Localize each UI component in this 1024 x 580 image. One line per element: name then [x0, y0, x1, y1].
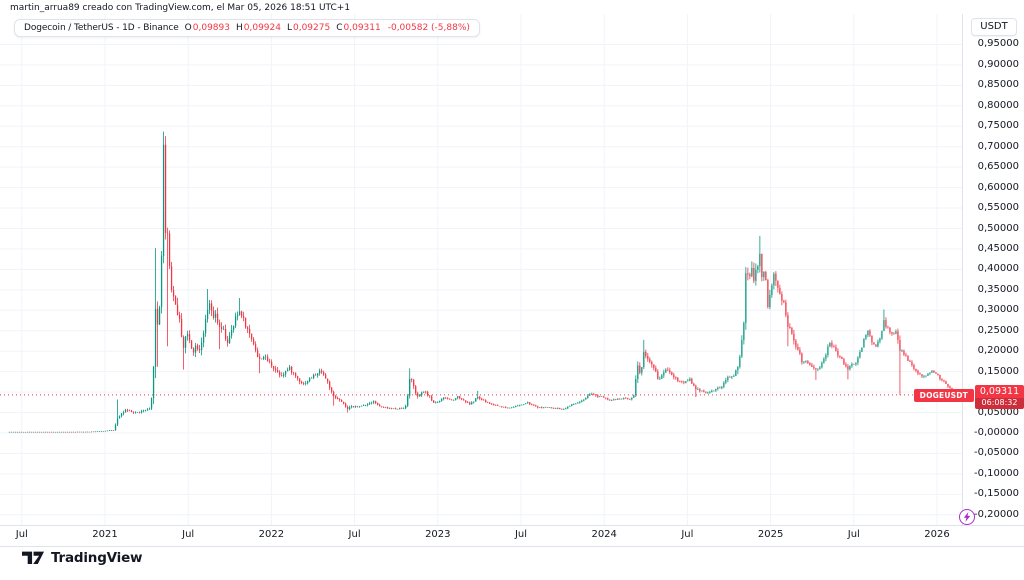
bar-countdown: 06:08:32 — [975, 398, 1024, 409]
down-candle-wicks — [13, 136, 955, 433]
x-tick-month-label: Jul — [15, 529, 28, 540]
x-tick-year-label: 2026 — [924, 529, 950, 540]
y-tick-label: 0,70000 — [977, 140, 1019, 152]
low-value: L0,09275 — [286, 23, 331, 33]
price-axis[interactable]: USDT 0,95000 0,90000 0,85000 0,80000 0,75000… — [962, 14, 1024, 525]
high-value: H0,09924 — [235, 23, 281, 33]
lightning-icon — [963, 512, 971, 522]
y-tick-label: 0,05000 — [977, 406, 1019, 418]
y-tick-label: 0,30000 — [977, 304, 1019, 316]
x-tick-month-label: Jul — [182, 529, 195, 540]
y-tick-label: -0,20000 — [974, 508, 1019, 520]
y-tick-label: 0,80000 — [977, 99, 1019, 111]
x-tick-year-label: 2022 — [258, 529, 285, 540]
tradingview-logo[interactable]: TradingView — [22, 550, 143, 566]
symbol-legend[interactable]: Dogecoin / TetherUS - 1D - Binance O0,09… — [14, 19, 480, 37]
x-tick-month-label: Jul — [514, 529, 528, 540]
y-tick-label: 0,55000 — [977, 202, 1019, 214]
y-tick-label: 0,75000 — [977, 120, 1019, 132]
y-tick-label: 0,50000 — [977, 222, 1019, 234]
attribution-text: martin_arrua89 creado con TradingView.co… — [10, 3, 351, 13]
x-tick-month-label: Jul — [847, 529, 860, 540]
y-tick-label: 0,45000 — [977, 242, 1019, 254]
tradingview-brand-text: TradingView — [51, 550, 143, 566]
y-tick-label: 0,95000 — [977, 38, 1019, 50]
x-tick-year-label: 2025 — [757, 529, 784, 540]
change-value: -0,00582 (-5,88%) — [387, 23, 470, 33]
y-tick-label: -0,15000 — [974, 488, 1019, 500]
y-tick-label: 0,65000 — [977, 161, 1019, 173]
y-tick-label: 0,35000 — [977, 283, 1019, 295]
grid-lines — [0, 14, 962, 525]
symbol-price-tag: DOGEUSDT — [913, 389, 974, 402]
y-tick-label: 0,85000 — [977, 79, 1019, 91]
y-tick-label: -0,10000 — [974, 467, 1019, 479]
tradingview-mark-icon — [22, 551, 44, 565]
x-tick-month-label: Jul — [681, 529, 694, 540]
last-price-value: 0,09311 — [979, 386, 1020, 397]
y-tick-label: 0,25000 — [977, 324, 1019, 336]
symbol-title: Dogecoin / TetherUS - 1D - Binance — [24, 23, 179, 33]
currency-usdt-button[interactable]: USDT — [971, 18, 1017, 36]
y-tick-label: 0,40000 — [977, 263, 1019, 275]
quick-trade-button[interactable] — [959, 509, 975, 525]
up-candle-wicks — [9, 131, 933, 433]
time-axis[interactable]: Jul 2021 Jul 2022 Jul 2023 Jul 2024 Jul 2025 Jul 20… — [0, 525, 1024, 547]
x-tick-year-label: 2024 — [591, 529, 617, 540]
x-tick-year-label: 2023 — [425, 529, 451, 540]
x-tick-year-label: 2021 — [92, 529, 118, 540]
footer-bar: TradingView — [0, 545, 1024, 580]
y-tick-label: 0,20000 — [977, 345, 1019, 357]
y-tick-label: 0,60000 — [977, 181, 1019, 193]
last-price-label: 0,09311 06:08:32 — [975, 385, 1024, 409]
y-tick-label: 0,90000 — [977, 58, 1019, 70]
close-value: C0,09311 — [336, 23, 381, 33]
open-value: O0,09893 — [184, 23, 230, 33]
candlestick-chart[interactable] — [0, 14, 962, 525]
y-tick-label: 0,15000 — [977, 365, 1019, 377]
y-tick-label: -0,05000 — [974, 447, 1019, 459]
y-tick-label: -0,00000 — [974, 427, 1019, 438]
x-tick-month-label: Jul — [348, 529, 361, 540]
